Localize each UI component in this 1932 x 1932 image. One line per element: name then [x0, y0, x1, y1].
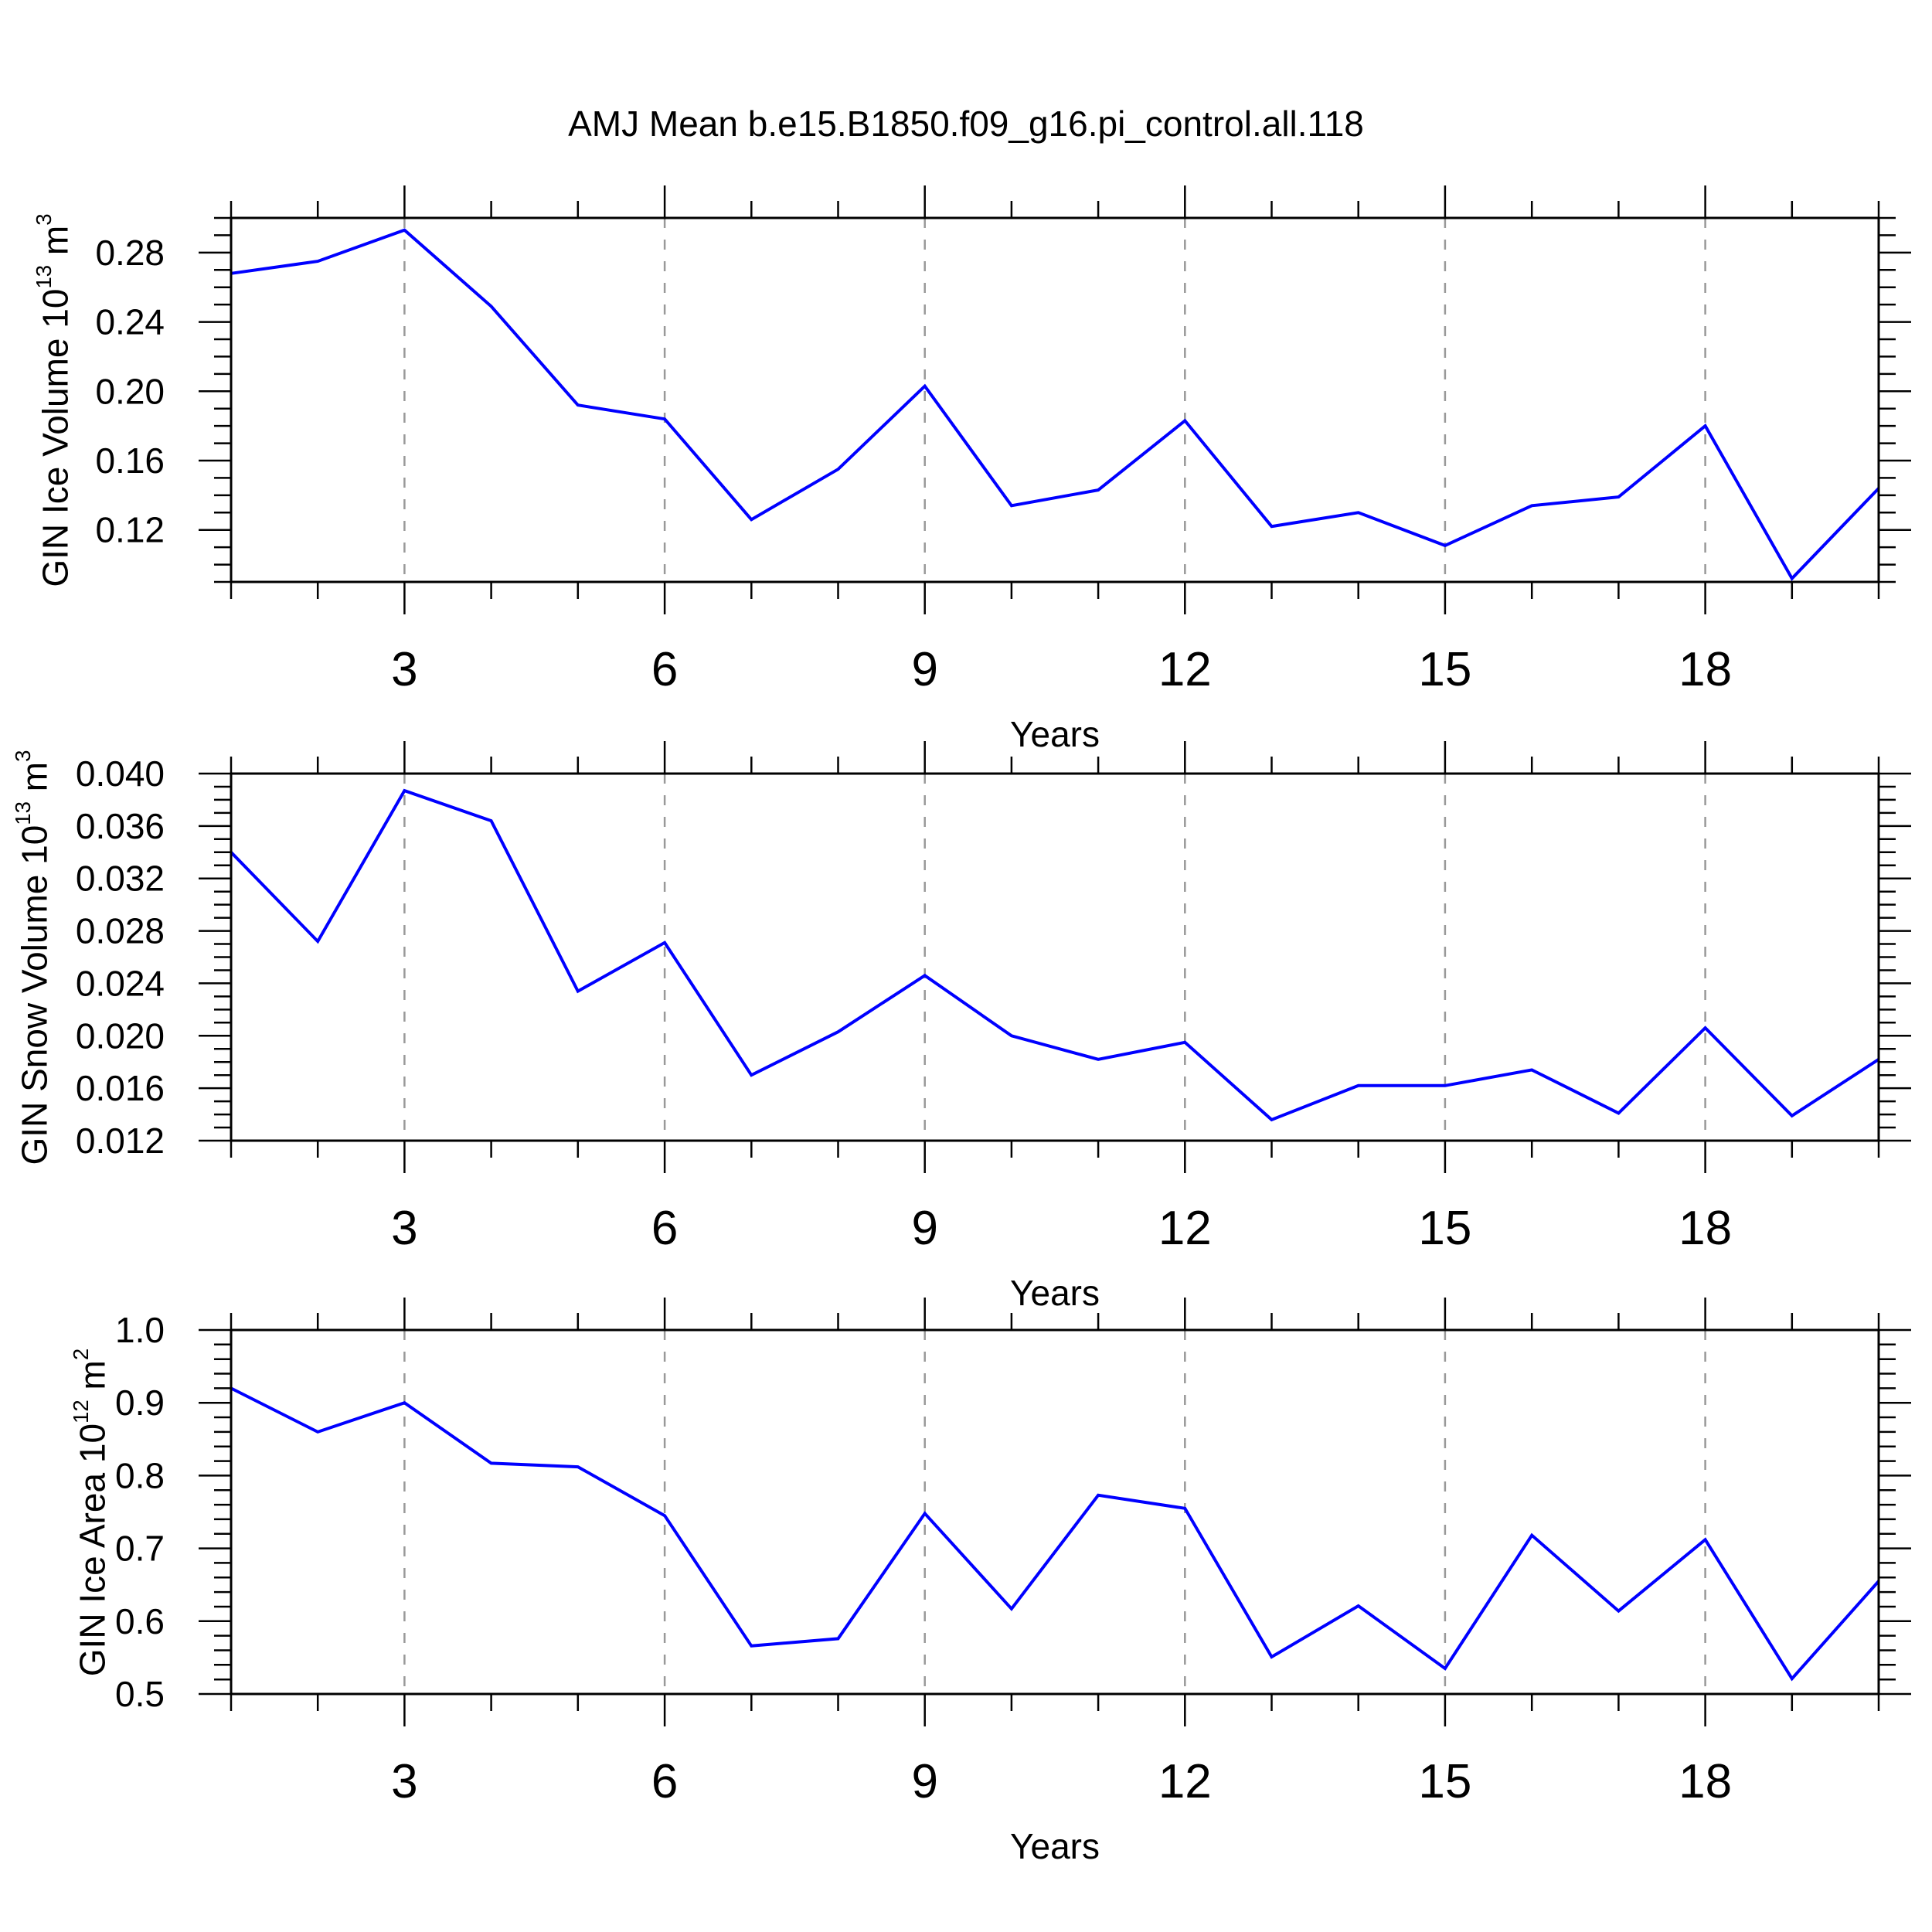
y-tick-label: 0.032: [76, 859, 165, 899]
y-tick-label: 0.20: [95, 371, 165, 411]
y-tick-label: 0.040: [76, 753, 165, 794]
x-tick-label: 3: [391, 1755, 417, 1808]
x-tick-label: 9: [911, 1202, 937, 1255]
y-axis-title-unit: m: [35, 225, 76, 265]
x-axis-title: Years: [1010, 714, 1100, 754]
x-tick-label: 15: [1418, 643, 1471, 696]
x-tick-label: 12: [1158, 1755, 1212, 1808]
y-tick-label: 0.020: [76, 1015, 165, 1056]
y-axis-title-unit: m: [14, 761, 55, 801]
y-tick-label: 0.7: [115, 1529, 165, 1569]
y-axis-title-unit-exponent: 3: [32, 213, 56, 226]
x-tick-label: 6: [651, 1755, 678, 1808]
y-tick-label: 0.028: [76, 911, 165, 951]
y-tick-label: 0.012: [76, 1121, 165, 1161]
y-tick-label: 0.5: [115, 1674, 165, 1714]
y-tick-label: 0.28: [95, 233, 165, 273]
y-axis-title-exponent: 12: [69, 1399, 93, 1423]
x-tick-label: 9: [911, 643, 937, 696]
x-tick-label: 18: [1679, 1202, 1732, 1255]
x-tick-label: 15: [1418, 1202, 1471, 1255]
y-tick-label: 0.24: [95, 302, 165, 342]
y-axis-title-snow-volume: GIN Snow Volume 1013 m3: [2, 610, 54, 1305]
y-axis-title-unit-exponent: 2: [69, 1348, 93, 1360]
y-tick-label: 0.036: [76, 806, 165, 846]
x-tick-label: 18: [1679, 643, 1732, 696]
x-tick-label: 12: [1158, 1202, 1212, 1255]
x-tick-label: 3: [391, 1202, 417, 1255]
y-tick-label: 0.6: [115, 1601, 165, 1641]
y-axis-title-text: GIN Snow Volume 10: [14, 825, 55, 1165]
plot-frame: [230, 1328, 1880, 1696]
y-tick-label: 0.16: [95, 440, 165, 481]
x-axis-title: Years: [1010, 1273, 1100, 1313]
y-tick-label: 0.016: [76, 1068, 165, 1108]
y-axis-title-exponent: 13: [32, 264, 56, 289]
plot-frame: [230, 772, 1880, 1142]
x-tick-label: 3: [391, 643, 417, 696]
y-axis-title-unit-exponent: 3: [11, 750, 35, 762]
x-tick-label: 18: [1679, 1755, 1732, 1808]
y-axis-title-unit: m: [72, 1359, 113, 1400]
y-tick-label: 0.024: [76, 963, 165, 1003]
x-tick-label: 15: [1418, 1755, 1471, 1808]
x-tick-label: 6: [651, 1202, 678, 1255]
x-axis-title: Years: [1010, 1826, 1100, 1866]
data-line-gin-ice-area: [230, 1386, 1880, 1682]
y-axis-title-exponent: 13: [11, 801, 35, 825]
plot-frame: [230, 216, 1880, 583]
x-tick-label: 6: [651, 643, 678, 696]
data-line-gin-ice-volume: [230, 228, 1880, 581]
y-axis-title-text: GIN Ice Area 10: [72, 1423, 113, 1676]
figure-title: AMJ Mean b.e15.B1850.f09_g16.pi_control.…: [568, 104, 1364, 144]
x-tick-label: 9: [911, 1755, 937, 1808]
x-tick-label: 12: [1158, 643, 1212, 696]
y-tick-label: 0.9: [115, 1383, 165, 1423]
y-tick-label: 1.0: [115, 1310, 165, 1350]
y-tick-label: 0.8: [115, 1455, 165, 1495]
data-line-gin-snow-volume: [230, 788, 1880, 1122]
y-axis-title-ice-area: GIN Ice Area 1012 m2: [60, 1165, 112, 1860]
y-tick-label: 0.12: [95, 510, 165, 550]
y-axis-title-text: GIN Ice Volume 10: [35, 288, 76, 587]
